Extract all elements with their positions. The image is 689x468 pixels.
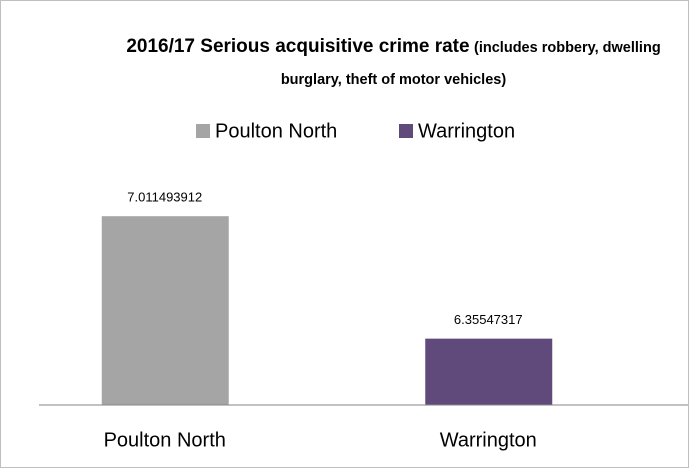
x-tick-label: Warrington [440,429,537,451]
chart-subtitle: (includes robbery, dwelling burglary, th… [280,40,661,88]
legend-swatch [196,124,210,138]
bar [101,216,229,405]
title-block: 2016/17 Serious acquisitive crime rate (… [116,31,671,96]
legend-swatch [399,124,413,138]
x-tick-label: Poulton North [104,429,226,451]
data-label: 6.35547317 [454,312,523,327]
chart-title: 2016/17 Serious acquisitive crime rate [126,36,470,57]
data-label: 7.011493912 [127,190,202,205]
legend-label: Poulton North [215,120,337,142]
bar [425,338,553,405]
legend-label: Warrington [418,120,515,142]
